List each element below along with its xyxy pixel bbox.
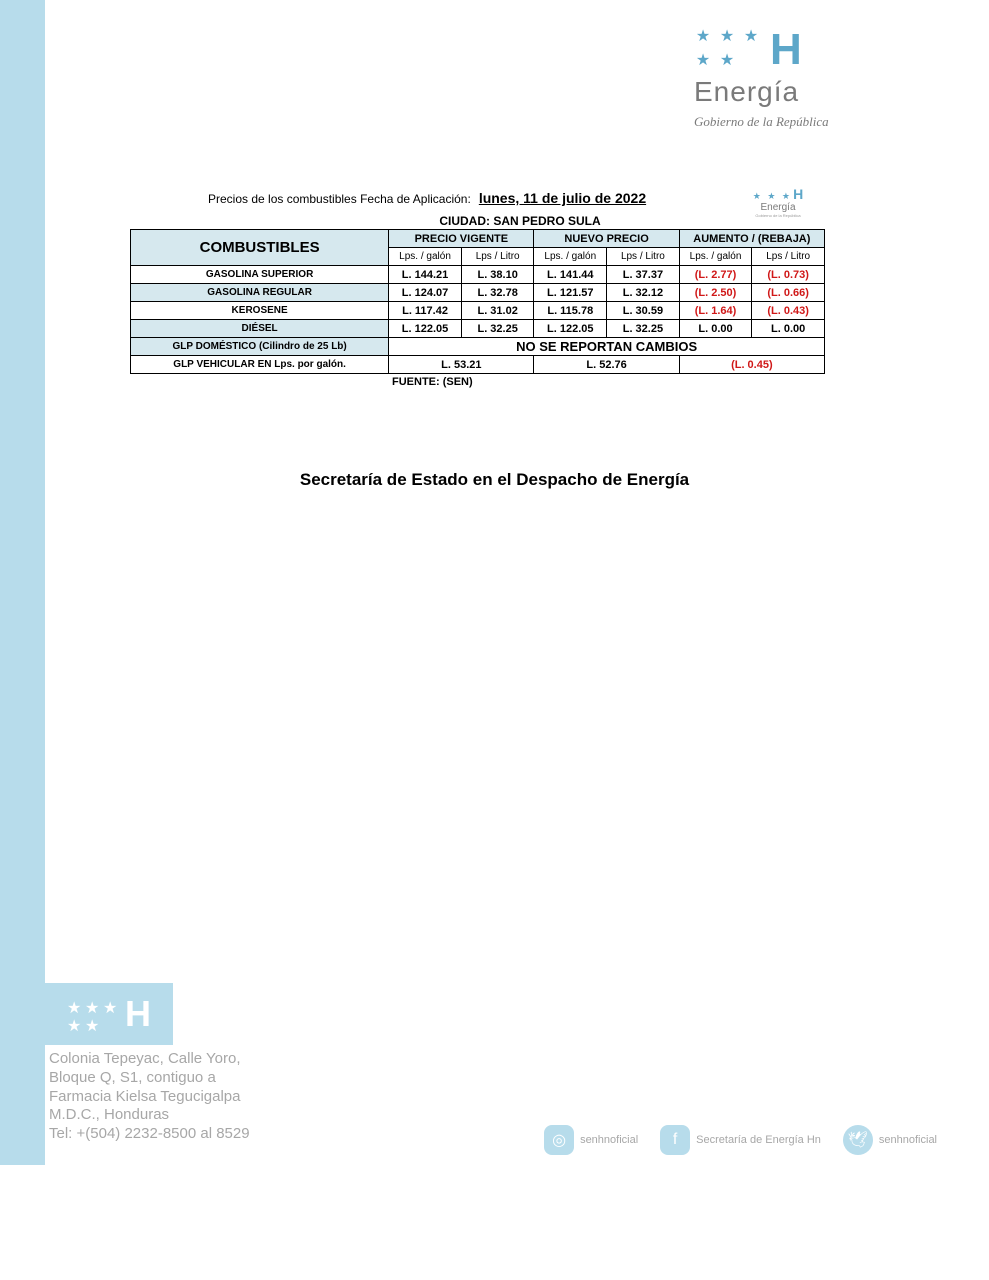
- table-row: KEROSENEL. 117.42L. 31.02L. 115.78L. 30.…: [131, 302, 825, 320]
- col-nuevo-precio: NUEVO PRECIO: [534, 230, 679, 248]
- address-line: Bloque Q, S1, contiguo a: [49, 1069, 379, 1088]
- social-label: senhnoficial: [580, 1134, 638, 1146]
- secretaria-title: Secretaría de Estado en el Despacho de E…: [0, 470, 989, 490]
- col-combustibles: COMBUSTIBLES: [131, 230, 389, 266]
- twitter-icon: 🕊: [843, 1125, 873, 1155]
- social-label: senhnoficial: [879, 1134, 937, 1146]
- city-label: CIUDAD: SAN PEDRO SULA: [390, 214, 650, 228]
- address-line: Colonia Tepeyac, Calle Yoro,: [49, 1050, 379, 1069]
- col-precio-vigente: PRECIO VIGENTE: [389, 230, 534, 248]
- table-row: DIÉSELL. 122.05L. 32.25L. 122.05L. 32.25…: [131, 320, 825, 338]
- no-change-text: NO SE REPORTAN CAMBIOS: [389, 338, 825, 356]
- social-item-twitter: 🕊 senhnoficial: [843, 1125, 937, 1155]
- logo-subtitle: Gobierno de la República: [694, 114, 884, 130]
- col-aumento-rebaja: AUMENTO / (REBAJA): [679, 230, 824, 248]
- table-row: GASOLINA REGULARL. 124.07L. 32.78L. 121.…: [131, 284, 825, 302]
- footer-h-icon: H: [125, 993, 151, 1035]
- logo-h-icon: H: [770, 28, 800, 72]
- fuel-name: DIÉSEL: [131, 320, 389, 338]
- social-row: ◎ senhnoficial f Secretaría de Energía Hn 🕊 s…: [544, 1125, 937, 1155]
- fuel-name: GLP DOMÉSTICO (Cilindro de 25 Lb): [131, 338, 389, 356]
- fuel-name: GASOLINA SUPERIOR: [131, 266, 389, 284]
- logo-stars-icon: ★★★ ★★: [694, 29, 760, 71]
- application-label: Precios de los combustibles Fecha de Apl…: [208, 192, 471, 206]
- address-line: Tel: +(504) 2232-8500 al 8529: [49, 1125, 379, 1144]
- social-item-facebook: f Secretaría de Energía Hn: [660, 1125, 821, 1155]
- mini-logo: ★ ★ ★ H Energía Gobierno de la República: [733, 186, 823, 218]
- glp-domestico-row: GLP DOMÉSTICO (Cilindro de 25 Lb) NO SE …: [131, 338, 825, 356]
- facebook-icon: f: [660, 1125, 690, 1155]
- left-stripe: [0, 0, 45, 1165]
- address-line: Farmacia Kielsa Tegucigalpa: [49, 1088, 379, 1107]
- header-logo: ★★★ ★★ H Energía Gobierno de la Repúblic…: [694, 28, 884, 130]
- fuel-name: GASOLINA REGULAR: [131, 284, 389, 302]
- footer-logo-block: ★★★ ★★ H: [45, 983, 173, 1045]
- application-date: lunes, 11 de julio de 2022: [479, 190, 646, 206]
- footer-address: Colonia Tepeyac, Calle Yoro,Bloque Q, S1…: [49, 1050, 379, 1144]
- footer-stars-icon: ★★★ ★★: [67, 998, 117, 1030]
- table-row: GASOLINA SUPERIORL. 144.21L. 38.10L. 141…: [131, 266, 825, 284]
- address-line: M.D.C., Honduras: [49, 1106, 379, 1125]
- glp-vehicular-row: GLP VEHICULAR EN Lps. por galón. L. 53.2…: [131, 356, 825, 374]
- social-label: Secretaría de Energía Hn: [696, 1134, 821, 1146]
- fuel-name: GLP VEHICULAR EN Lps. por galón.: [131, 356, 389, 374]
- fuel-name: KEROSENE: [131, 302, 389, 320]
- logo-brand: Energía: [694, 76, 884, 108]
- source-label: FUENTE: (SEN): [392, 376, 825, 388]
- fuel-price-table: COMBUSTIBLES PRECIO VIGENTE NUEVO PRECIO…: [130, 229, 825, 374]
- instagram-icon: ◎: [544, 1125, 574, 1155]
- social-item-instagram: ◎ senhnoficial: [544, 1125, 638, 1155]
- price-table-section: ★ ★ ★ H Energía Gobierno de la República…: [130, 190, 825, 388]
